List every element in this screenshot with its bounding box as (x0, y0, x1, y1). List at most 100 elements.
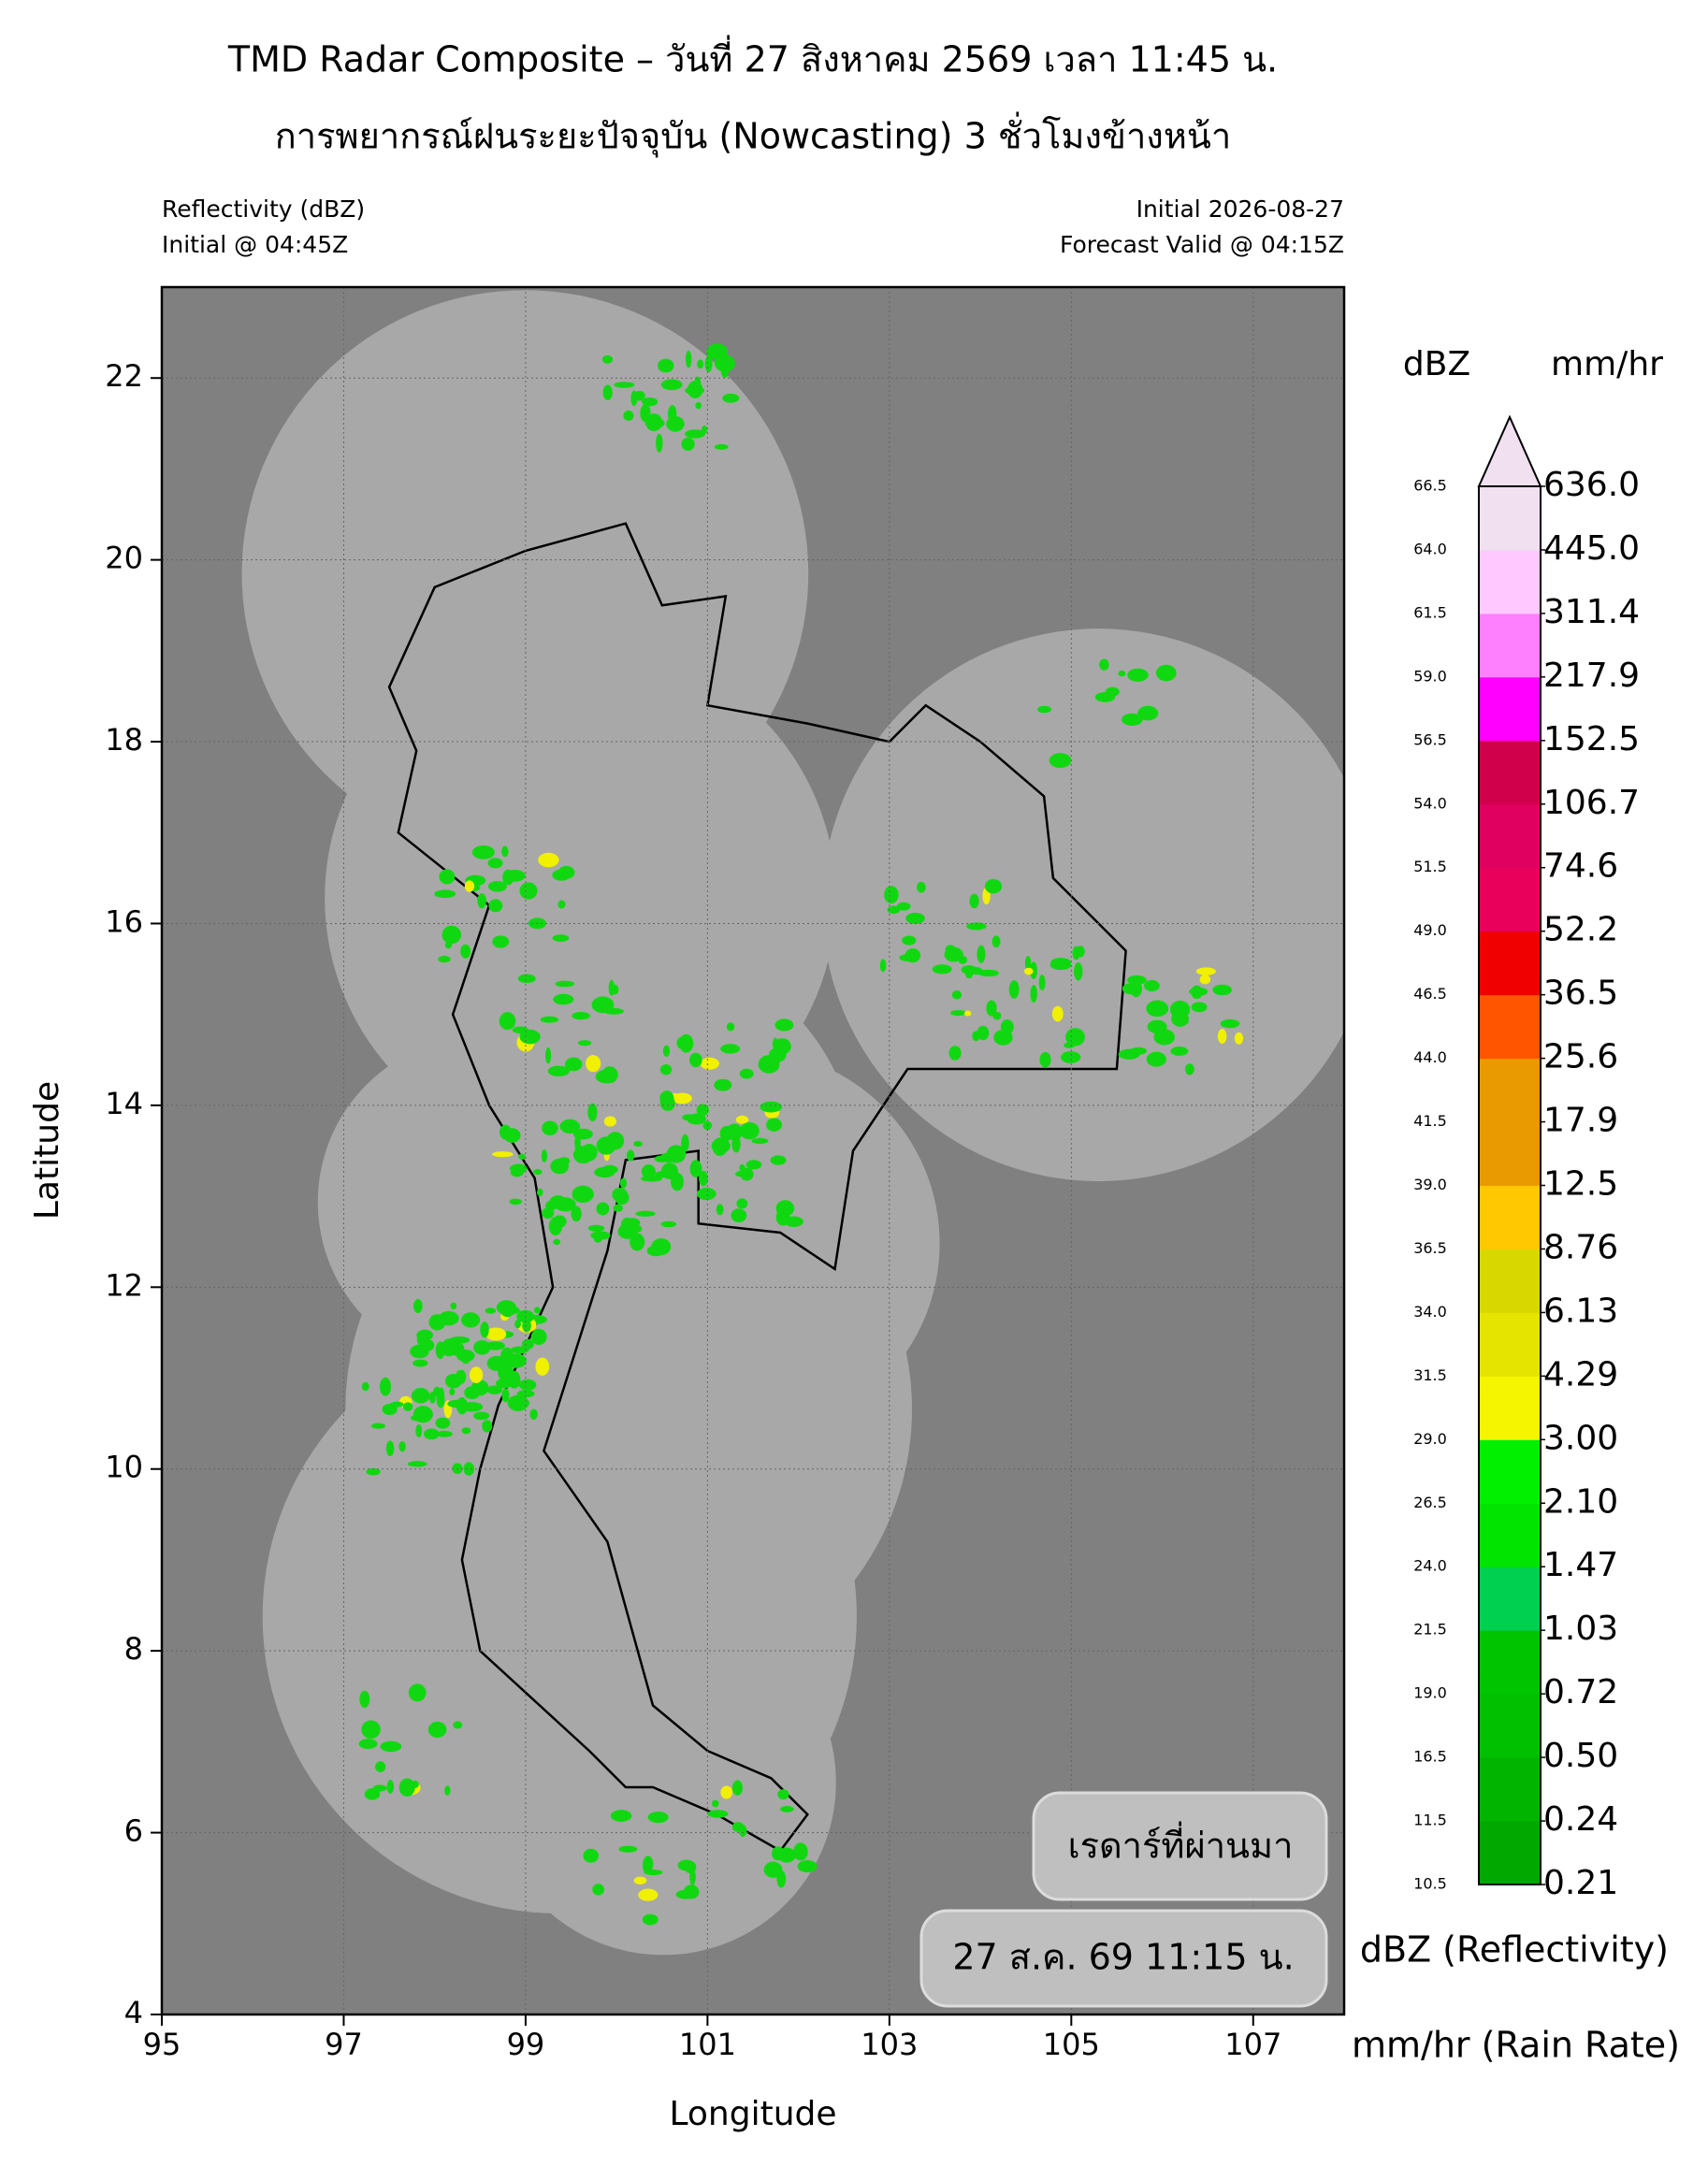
radar-echo (618, 1845, 638, 1853)
rain-rate-label: 217.9 (1543, 657, 1640, 695)
radar-echo (501, 845, 509, 858)
radar-echo (530, 1328, 547, 1346)
radar-echo (659, 1063, 673, 1076)
button-box[interactable] (1032, 1791, 1328, 1901)
radar-echo (444, 1785, 451, 1796)
x-tick-label: 105 (1043, 2027, 1100, 2062)
dbz-level-label: 49.0 (1413, 921, 1447, 939)
radar-echo (533, 1307, 541, 1314)
radar-echo (1199, 975, 1211, 985)
radar-echo (1051, 1005, 1064, 1022)
time-button[interactable]: 27 ส.ค. 69 11:15 น. (919, 1909, 1328, 2008)
radar-echo (734, 1170, 753, 1177)
rain-rate-label: 152.5 (1543, 720, 1640, 758)
rain-rate-label: 0.50 (1543, 1737, 1618, 1775)
radar-echo (408, 1683, 427, 1702)
radar-echo (542, 1207, 555, 1220)
radar-echo (473, 1339, 491, 1355)
radar-echo (1147, 1019, 1167, 1034)
dbz-level-label: 29.0 (1413, 1430, 1447, 1448)
radar-echo (447, 1399, 468, 1408)
button-box[interactable] (919, 1909, 1328, 2008)
radar-echo (564, 1057, 583, 1072)
radar-echo (485, 1327, 507, 1341)
radar-echo (398, 1778, 415, 1797)
button-label[interactable]: 27 ส.ค. 69 11:15 น. (952, 1937, 1294, 1978)
radar-echo (1130, 1047, 1148, 1055)
radar-echo (603, 1116, 617, 1127)
colorbar-unit: dBZ (1403, 345, 1470, 383)
radar-echo (1030, 985, 1037, 1004)
x-tick-label: 103 (861, 2027, 918, 2062)
radar-echo (613, 1204, 623, 1212)
y-tick-label: 4 (124, 1995, 143, 2030)
radar-echo (460, 944, 471, 959)
left-info: Reflectivity (dBZ) (162, 195, 365, 223)
colorbar-segment (1479, 676, 1541, 742)
radar-echo (553, 1238, 561, 1246)
radar-echo (932, 964, 952, 975)
radar-echo (572, 1128, 593, 1140)
dbz-level-label: 36.5 (1413, 1239, 1447, 1257)
colorbar-segment (1479, 1312, 1541, 1377)
radar-echo (509, 1198, 522, 1206)
map (162, 287, 1344, 2014)
rain-rate-label: 25.6 (1543, 1038, 1618, 1076)
rain-rate-label: 0.24 (1543, 1800, 1618, 1839)
colorbar-segment (1479, 867, 1541, 932)
radar-echo (359, 1690, 370, 1709)
y-tick-label: 8 (124, 1631, 143, 1667)
colorbar-segment (1479, 1121, 1541, 1186)
radar-echo (416, 1329, 433, 1341)
dbz-level-label: 19.0 (1413, 1684, 1447, 1702)
radar-echo (704, 355, 713, 373)
radar-echo (427, 1721, 447, 1739)
right-info: Forecast Valid @ 04:15Z (1060, 231, 1344, 258)
colorbar-segment (1479, 1694, 1541, 1758)
radar-echo (361, 1381, 369, 1392)
radar-echo (449, 1388, 456, 1396)
radar-echo (547, 1065, 570, 1076)
radar-echo (1144, 979, 1160, 992)
radar-echo (635, 1210, 656, 1217)
radar-echo (415, 1424, 423, 1437)
radar-echo (444, 1373, 462, 1389)
radar-echo (386, 1780, 395, 1794)
radar-echo (1065, 1028, 1085, 1047)
colorbar: 10.5 11.5 16.5 19.0 21.5 24.0 26.5 29.0 31.5 34.0… (1413, 414, 1640, 1902)
radar-echo (611, 984, 619, 995)
radar-echo (643, 1857, 652, 1874)
radar-echo (471, 845, 495, 859)
radar-echo (948, 1046, 962, 1061)
radar-echo (619, 1177, 628, 1189)
radar-echo (1118, 670, 1126, 677)
dbz-level-label: 54.0 (1413, 794, 1447, 812)
dbz-level-label: 41.5 (1413, 1112, 1447, 1130)
radar-echo (361, 1720, 381, 1740)
radar-echo (654, 1170, 673, 1178)
radar-echo (422, 1339, 435, 1351)
radar-echo (763, 1861, 783, 1878)
radar-echo (726, 1022, 735, 1032)
left-info: Initial @ 04:45Z (162, 231, 348, 258)
radar-echo (548, 1217, 563, 1235)
radar-echo (977, 969, 1000, 977)
x-axis-label: Longitude (669, 2095, 836, 2133)
radar-echo (645, 413, 663, 432)
radar-echo (614, 382, 635, 388)
radar-echo (541, 1149, 548, 1162)
dbz-level-label: 31.5 (1413, 1366, 1447, 1384)
radar-echo (887, 905, 901, 915)
colorbar-segment (1479, 1439, 1541, 1504)
radar-echo (949, 1010, 966, 1017)
radar-echo (1130, 980, 1142, 998)
radar-echo (553, 993, 574, 1005)
previous-radar-button[interactable]: เรดาร์ที่ผ่านมา (1032, 1791, 1328, 1901)
radar-echo (739, 1121, 760, 1140)
radar-echo (532, 1168, 543, 1176)
radar-echo (689, 1052, 702, 1068)
dbz-level-label: 24.0 (1413, 1557, 1447, 1575)
button-label[interactable]: เรดาร์ที่ผ่านมา (1068, 1822, 1294, 1867)
title: TMD Radar Composite – วันที่ 27 สิงหาคม … (227, 36, 1278, 80)
radar-echo (633, 1876, 647, 1885)
